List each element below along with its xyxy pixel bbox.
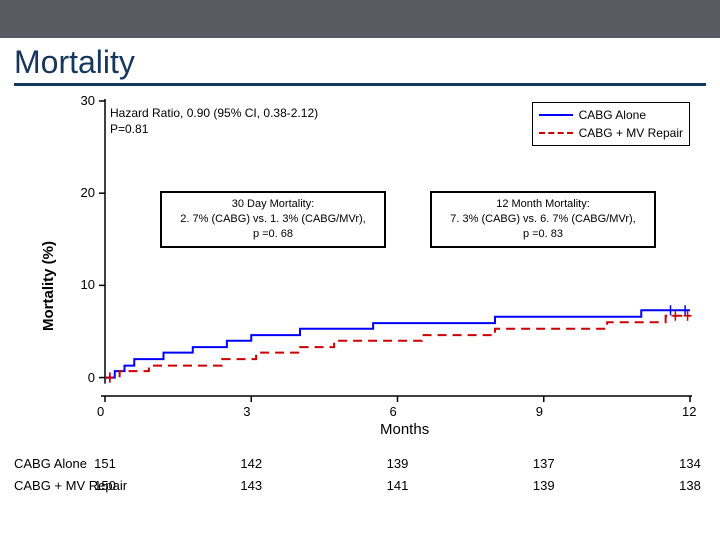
risk-value: 151 <box>85 456 125 471</box>
annotation-30day-line2: 2. 7% (CABG) vs. 1. 3% (CABG/MVr), <box>168 212 378 227</box>
title-region: Mortality <box>0 38 720 86</box>
risk-value: 142 <box>231 456 271 471</box>
chart-area: Mortality (%) Hazard Ratio, 0.90 (95% CI… <box>0 86 720 506</box>
y-tick-label: 10 <box>65 277 95 292</box>
x-tick-label: 6 <box>390 404 397 419</box>
risk-value: 141 <box>378 478 418 493</box>
annotation-30day: 30 Day Mortality: 2. 7% (CABG) vs. 1. 3%… <box>160 191 386 248</box>
y-tick-label: 30 <box>65 93 95 108</box>
top-bar <box>0 0 720 38</box>
risk-value: 138 <box>670 478 710 493</box>
risk-value: 143 <box>231 478 271 493</box>
y-tick-label: 0 <box>65 370 95 385</box>
x-tick-label: 9 <box>536 404 543 419</box>
annotation-30day-line1: 30 Day Mortality: <box>168 197 378 212</box>
hazard-ratio-text-1: Hazard Ratio, 0.90 (95% CI, 0.38-2.12) <box>110 106 318 120</box>
legend-item-cabg: CABG Alone <box>539 106 683 124</box>
hazard-ratio-text-2: P=0.81 <box>110 122 148 136</box>
legend-label-cabg: CABG Alone <box>579 108 646 122</box>
x-tick-label: 3 <box>243 404 250 419</box>
x-axis-label: Months <box>380 421 429 438</box>
legend-item-cabg-mvr: CABG + MV Repair <box>539 124 683 142</box>
page-title: Mortality <box>14 44 706 81</box>
risk-value: 134 <box>670 456 710 471</box>
annotation-12month-line1: 12 Month Mortality: <box>438 197 648 212</box>
y-axis-label: Mortality (%) <box>40 241 57 331</box>
chart-svg <box>0 86 720 506</box>
legend: CABG Alone CABG + MV Repair <box>532 102 690 146</box>
annotation-12month-line3: p =0. 83 <box>438 227 648 242</box>
risk-value: 139 <box>378 456 418 471</box>
x-tick-label: 0 <box>97 404 104 419</box>
risk-value: 137 <box>524 456 564 471</box>
x-tick-label: 12 <box>682 404 696 419</box>
risk-value: 150 <box>85 478 125 493</box>
annotation-12month: 12 Month Mortality: 7. 3% (CABG) vs. 6. … <box>430 191 656 248</box>
series-line <box>105 310 690 377</box>
risk-row-label-cabg: CABG Alone <box>14 456 87 471</box>
legend-swatch-cabg <box>539 114 573 116</box>
y-tick-label: 20 <box>65 185 95 200</box>
risk-value: 139 <box>524 478 564 493</box>
legend-label-cabg-mvr: CABG + MV Repair <box>579 126 683 140</box>
legend-swatch-cabg-mvr <box>539 132 573 134</box>
annotation-30day-line3: p =0. 68 <box>168 227 378 242</box>
annotation-12month-line2: 7. 3% (CABG) vs. 6. 7% (CABG/MVr), <box>438 212 648 227</box>
